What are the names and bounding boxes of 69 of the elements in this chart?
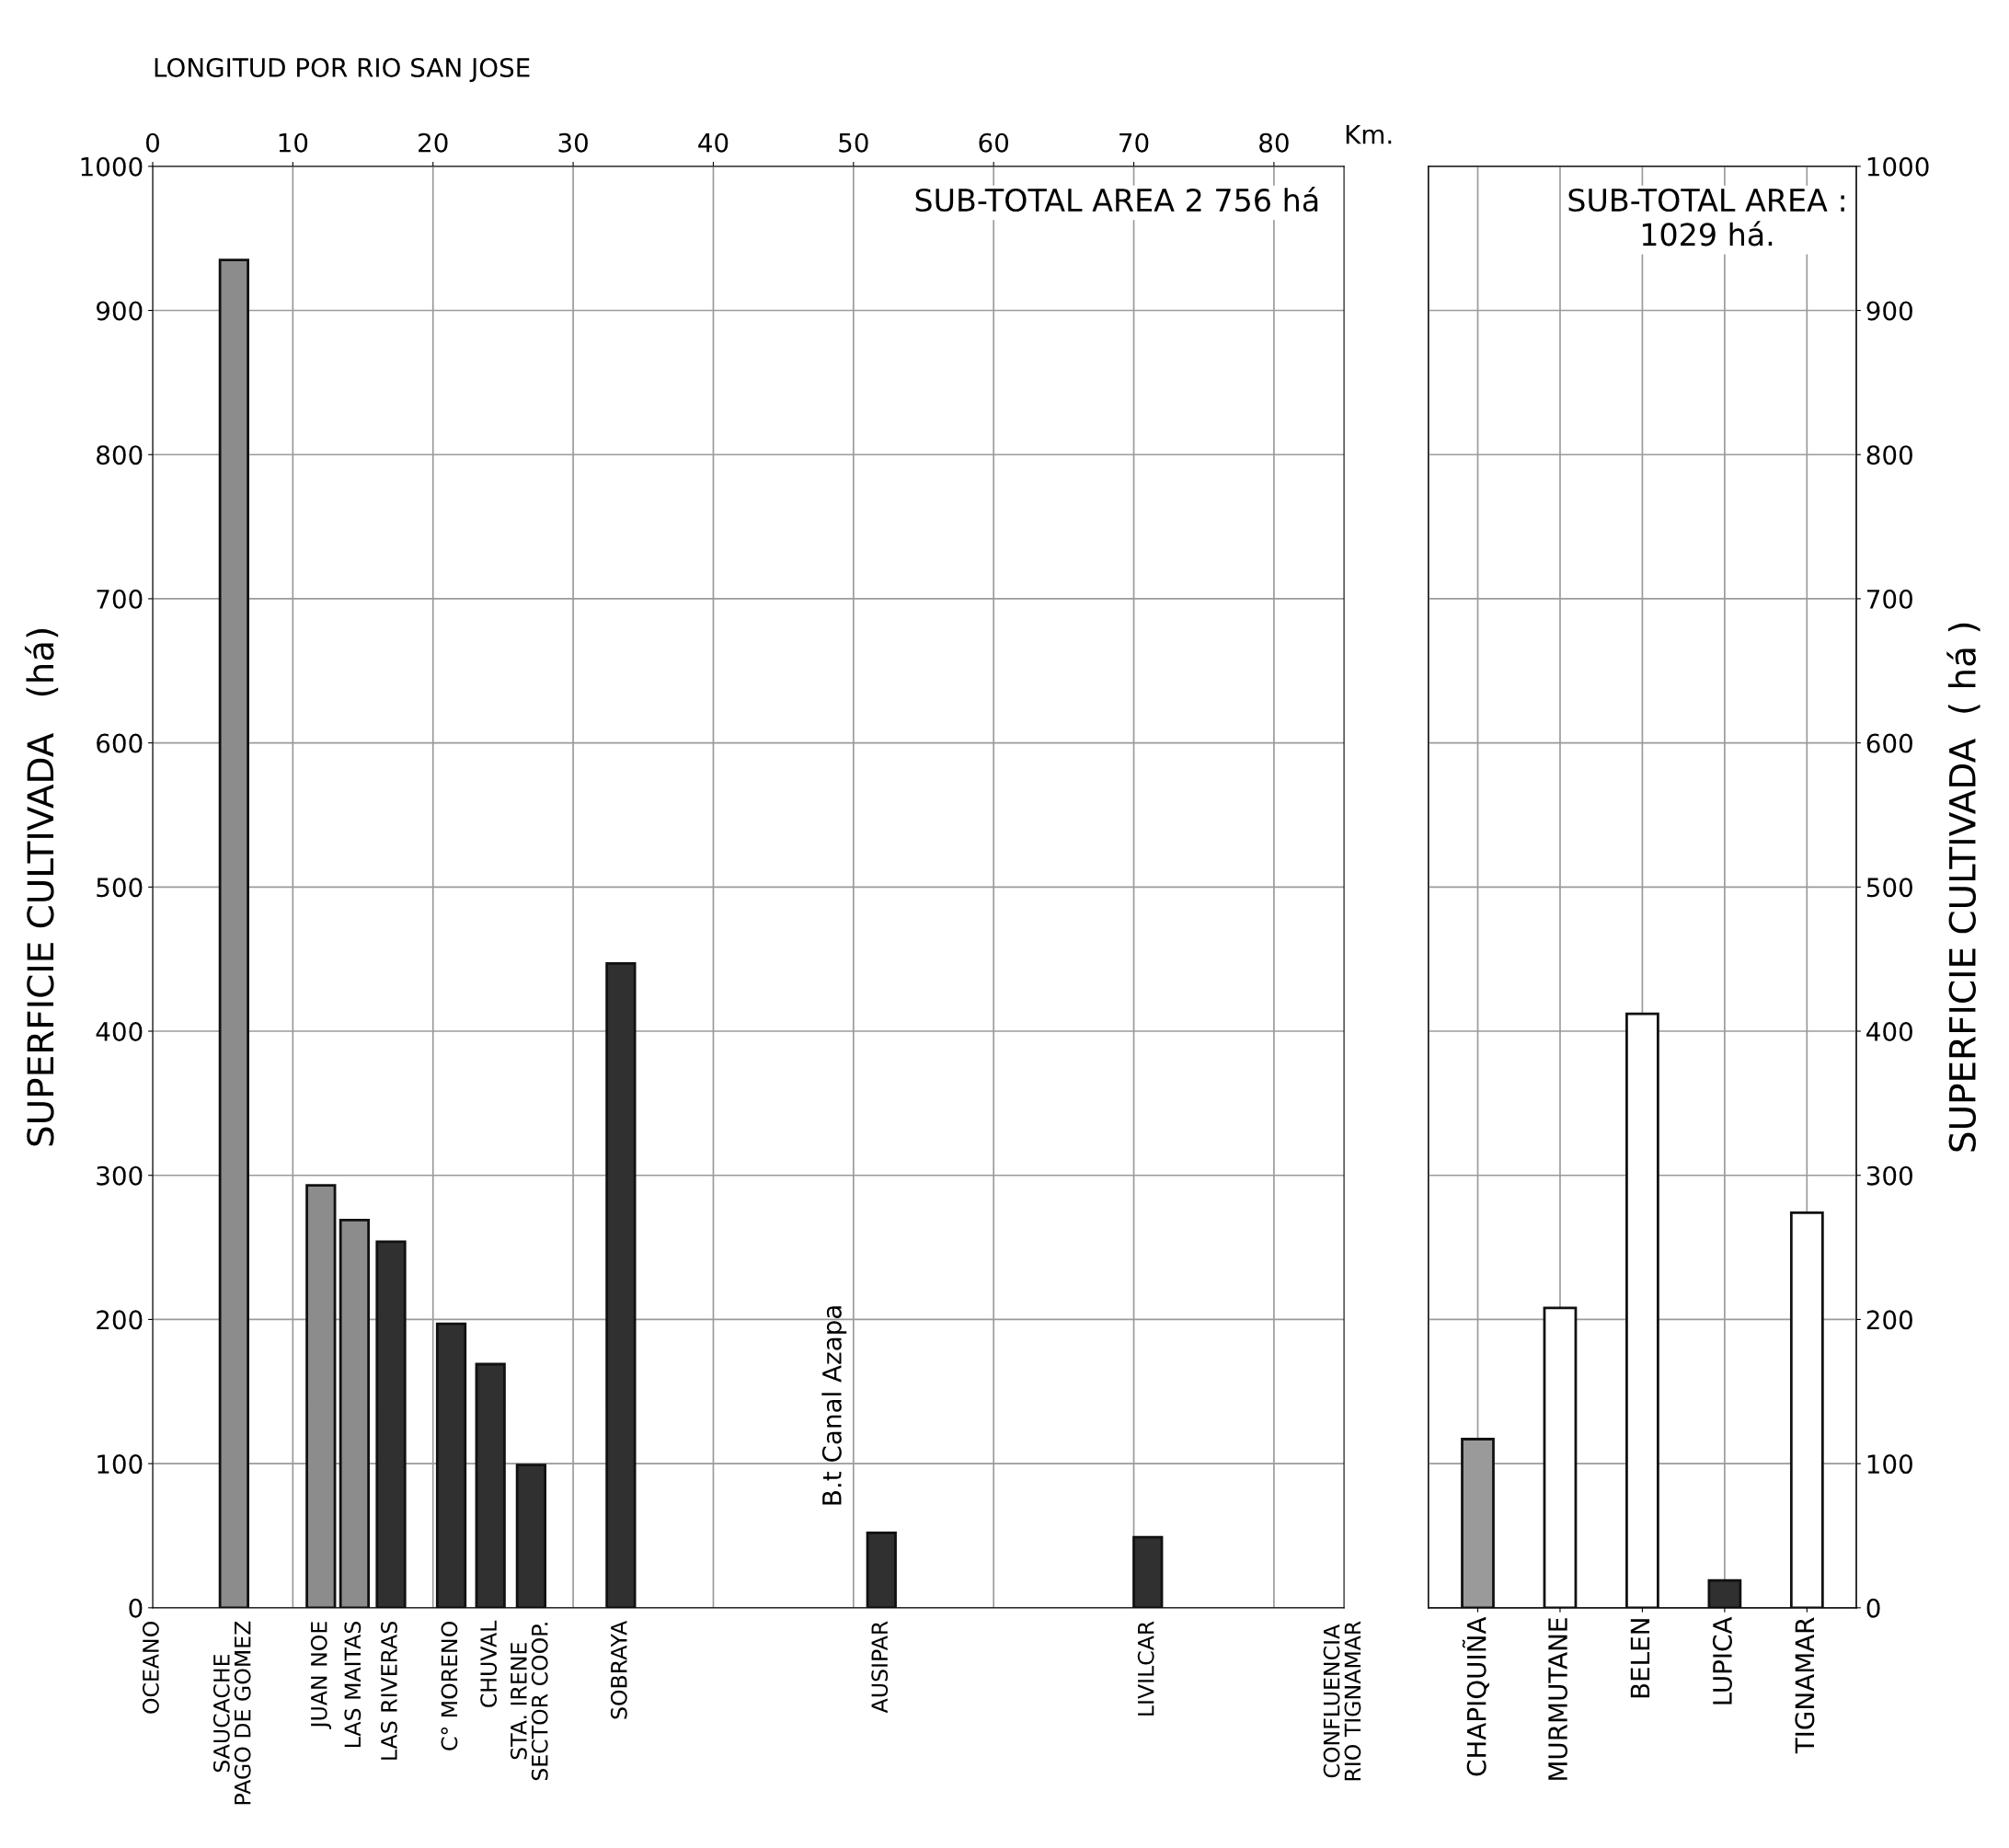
bar <box>1543 1306 1578 1608</box>
y2-tick-label: 400 <box>1866 1021 1912 1041</box>
x-tick-label: 30 <box>558 132 588 153</box>
annotation: AUSIPAR <box>871 1621 889 1714</box>
y-tick-label: 300 <box>97 1165 143 1186</box>
x-axis-title: Km. <box>1346 124 1392 144</box>
y2-axis-title: SUPERFICIE CULTIVADA ( há ) <box>1946 623 1980 1152</box>
y-tick-label: 400 <box>96 1021 143 1041</box>
y-tick-label: 900 <box>96 301 143 321</box>
y-tick-label: 700 <box>97 589 143 609</box>
x-tick-label: 10 <box>279 132 308 153</box>
annotation: STA. IRENE SECTOR COOP. <box>510 1623 548 1781</box>
annotation: SAUCACHE PAGO DE GOMEZ <box>212 1621 251 1805</box>
annotation: B.t Canal Azapa <box>821 1306 847 1505</box>
y2-tick-label: 1000 <box>1867 156 1929 177</box>
y-tick-label: 1000 <box>81 156 143 177</box>
x-tick-label: BELEN <box>1630 1619 1650 1698</box>
y2-tick-label: 700 <box>1867 589 1912 609</box>
y-axis-title: SUPERFICIE CULTIVADA (há) <box>24 629 59 1146</box>
y-tick-label: 0 <box>129 1598 143 1618</box>
bar <box>305 1184 337 1608</box>
bar <box>515 1463 546 1608</box>
annotation: JUAN NOE <box>310 1622 332 1729</box>
y2-tick-label: 200 <box>1866 1310 1912 1330</box>
text: OCEANO <box>142 1622 159 1714</box>
x-tick-label: 40 <box>698 132 729 153</box>
bar <box>435 1322 467 1608</box>
bar <box>339 1218 371 1608</box>
annotation: SUB-TOTAL AREA : 1029 há. <box>1568 188 1844 247</box>
text: CONFLUENCIA RIO TIGNAMAR <box>1323 1621 1361 1781</box>
bar <box>218 258 249 1608</box>
bar <box>375 1240 407 1608</box>
bar <box>866 1531 897 1608</box>
y-tick-label: 200 <box>97 1310 143 1330</box>
annotation: C° MORENO <box>441 1622 458 1750</box>
y-tick-label: 500 <box>97 878 143 898</box>
y-tick-label: 100 <box>98 1454 143 1475</box>
annotation: LAS RIVERAS <box>381 1622 397 1760</box>
x-tick-label: MURMUTANE <box>1548 1618 1568 1780</box>
y2-tick-label: 800 <box>1866 445 1912 465</box>
bar <box>605 961 637 1608</box>
bar <box>1707 1578 1742 1608</box>
y-tick-label: 600 <box>97 733 143 753</box>
x-tick-label: 50 <box>839 132 868 153</box>
bar <box>1789 1211 1824 1608</box>
x-tick-label: 80 <box>1259 132 1289 153</box>
y2-tick-label: 500 <box>1866 878 1912 898</box>
y2-tick-label: 900 <box>1866 301 1912 321</box>
bar <box>1625 1012 1659 1608</box>
bar <box>1132 1535 1164 1608</box>
x-tick-label: 70 <box>1119 132 1149 153</box>
y-tick-label: 800 <box>97 445 143 465</box>
x-tick-label: 20 <box>419 132 448 153</box>
y2-tick-label: 600 <box>1866 733 1912 753</box>
annotation: CHUVAL <box>480 1620 498 1707</box>
x-tick-label: TIGNAMAR <box>1795 1617 1815 1754</box>
x-tick-label: 60 <box>979 132 1009 153</box>
annotation: LAS MAITAS <box>344 1622 362 1747</box>
y2-tick-label: 300 <box>1866 1165 1912 1186</box>
x-tick-label: LUPICA <box>1712 1616 1732 1705</box>
annotation: SOBRAYA <box>610 1620 627 1719</box>
chart-title: LONGITUD POR RIO SAN JOSE <box>155 57 530 83</box>
annotation: LIVILCAR <box>1137 1621 1154 1716</box>
annotation: SUB-TOTAL AREA 2 756 há <box>915 186 1318 212</box>
y2-tick-label: 100 <box>1867 1454 1912 1475</box>
x-tick-label: CHAPIQUIÑA <box>1462 1616 1489 1776</box>
x-tick-label: 0 <box>145 132 159 153</box>
y2-tick-label: 0 <box>1866 1598 1880 1618</box>
bar <box>475 1362 506 1608</box>
